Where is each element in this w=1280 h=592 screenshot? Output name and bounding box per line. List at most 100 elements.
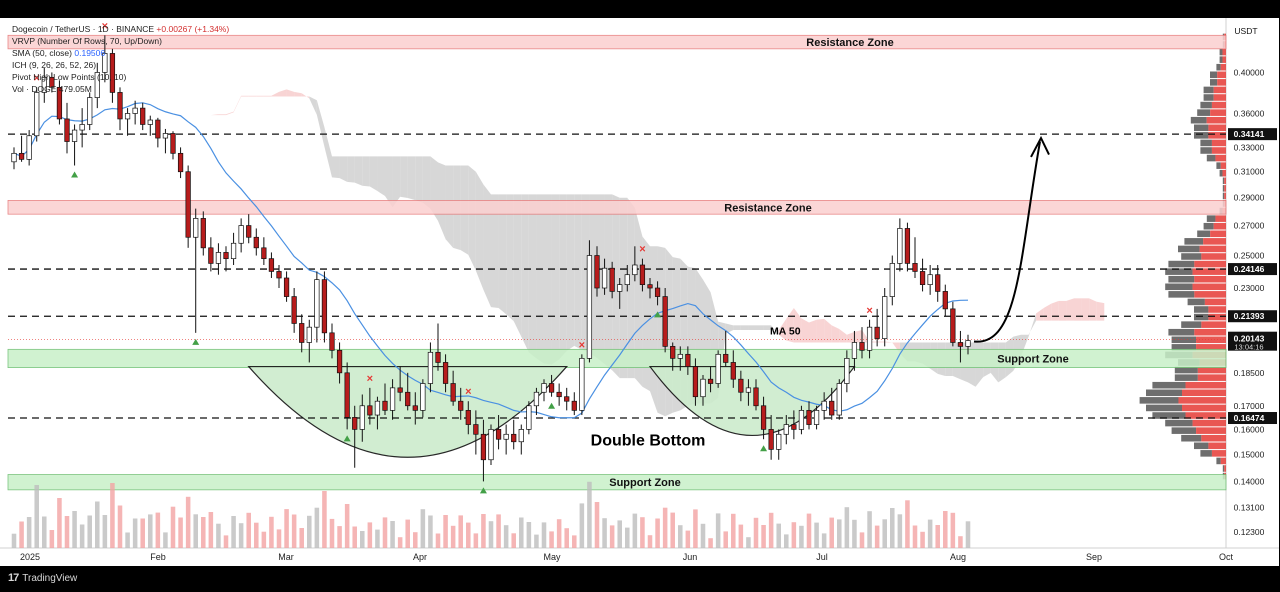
candle-body [26, 135, 32, 160]
cloud-segment [1028, 313, 1037, 337]
volume-profile-bar-gray [1194, 442, 1209, 450]
zone-resistance-0 [7, 34, 1227, 50]
cloud-segment [256, 95, 264, 97]
cloud-segment [756, 325, 764, 331]
volume-profile-bar-red [1222, 48, 1226, 56]
volume-profile-bar-red [1211, 147, 1226, 154]
candle [94, 62, 100, 109]
volume-profile-bar-gray [1206, 154, 1216, 162]
volume-bar [397, 537, 403, 548]
candle-body [109, 53, 116, 93]
candle [109, 48, 116, 103]
candle-body [442, 362, 449, 384]
candle-body [647, 284, 653, 289]
candle [117, 87, 123, 131]
volume-profile-bar-gray [1216, 457, 1221, 465]
cloud-segment [733, 325, 741, 331]
candle [359, 394, 365, 442]
candle-body [723, 353, 729, 363]
candle-body [760, 405, 767, 430]
volume-bar [125, 532, 130, 548]
candle-body [299, 323, 305, 343]
volume-profile-bar-red [1208, 313, 1226, 321]
volume-profile-bar-gray [1171, 344, 1197, 351]
candle [87, 92, 93, 131]
candle [162, 128, 169, 154]
candle-body [147, 119, 153, 125]
candle-body [889, 263, 895, 297]
candle [677, 346, 683, 371]
volume-profile-bar-gray [1171, 336, 1197, 344]
candle-body [336, 349, 343, 374]
candle-body [912, 263, 918, 272]
price-tick: 0.29000 [1234, 193, 1265, 203]
candle-body [329, 332, 335, 351]
candle-body [965, 340, 971, 347]
candle [261, 237, 267, 265]
volume-bar [57, 498, 62, 548]
tradingview-logo[interactable]: 17 TradingView [8, 572, 77, 584]
candle-body [185, 171, 191, 238]
volume-bar [776, 523, 781, 548]
pivot-low-marker [343, 435, 351, 442]
candle [813, 405, 820, 430]
candle [306, 319, 312, 363]
volume-bar [322, 491, 327, 548]
current-price-tag [1228, 331, 1277, 351]
volume-profile-bar-gray [1146, 389, 1182, 397]
cloud-segment [551, 194, 560, 365]
candle-body [374, 400, 381, 416]
volume-bar [276, 529, 282, 548]
volume-bar [784, 534, 789, 548]
volume-bar [791, 522, 797, 548]
cloud-segment [407, 156, 416, 201]
cloud-segment [1089, 298, 1097, 321]
volume-bar [155, 512, 161, 548]
pivot-low-marker [71, 171, 79, 178]
volume-profile-bar-red [1194, 275, 1226, 283]
candle [579, 354, 585, 416]
volume-bar [140, 518, 145, 548]
candle-body [268, 258, 275, 272]
volume-bar [640, 517, 645, 548]
price-tick-highlight: 0.16474 [1234, 413, 1265, 423]
price-tick: 0.36000 [1234, 108, 1265, 118]
volume-bar [231, 516, 236, 548]
volume-bar [246, 512, 251, 548]
candle-body [897, 228, 903, 264]
volume-profile-bar-red [1210, 230, 1226, 238]
time-tick-aug: Aug [950, 552, 966, 562]
candle [874, 308, 880, 347]
volume-bar [685, 530, 691, 548]
pivot-low-marker [192, 338, 200, 345]
pivot-high-marker: × [33, 72, 39, 84]
volume-profile-bar-red [1182, 389, 1226, 397]
candle [707, 366, 714, 393]
volume-profile-bar-gray [1219, 56, 1223, 63]
cloud-segment [491, 194, 499, 308]
cloud-segment [279, 89, 287, 97]
candle-body [170, 133, 176, 154]
candle-body [56, 86, 63, 120]
volume-bar [882, 519, 887, 548]
cloud-segment [218, 114, 226, 116]
cloud-segment [619, 197, 628, 379]
candle [738, 370, 744, 402]
candle [662, 288, 668, 353]
candle-body [571, 400, 577, 411]
volume-bar [496, 514, 501, 548]
volume-profile-bar-gray [1197, 109, 1211, 116]
candle [208, 237, 214, 272]
tradingview-label: TradingView [22, 572, 78, 584]
volume-bar [163, 532, 168, 548]
cloud-segment [294, 91, 302, 97]
pivot-low-marker [654, 311, 662, 318]
candle-body [594, 255, 600, 289]
cloud-segment [627, 197, 635, 379]
candle-body [405, 391, 411, 407]
candle [776, 429, 782, 460]
legend-pivot: Pivot High Low Points (10, 10) [12, 72, 127, 82]
candle [806, 401, 812, 430]
candle-body [738, 378, 744, 393]
